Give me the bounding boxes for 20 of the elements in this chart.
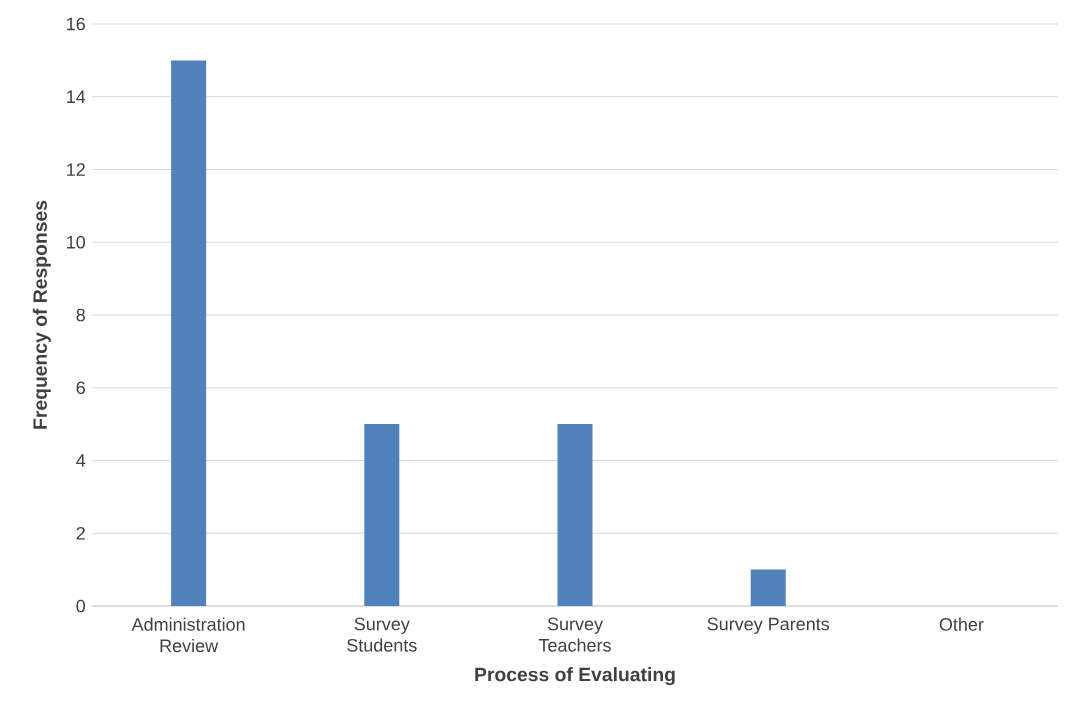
y-tick-label: 6 xyxy=(76,381,85,395)
x-tick-label: Survey Parents xyxy=(707,617,830,634)
x-tick-label: Other xyxy=(939,617,984,631)
y-axis-title: Frequency of Responses xyxy=(32,200,51,429)
y-tick-label: 0 xyxy=(76,599,86,613)
bar xyxy=(557,424,593,606)
y-tick-label: 10 xyxy=(67,235,86,249)
y-tick-label: 14 xyxy=(67,90,86,103)
y-tick-label: 2 xyxy=(76,526,85,540)
y-tick-label: 12 xyxy=(67,163,85,176)
bar xyxy=(364,424,400,606)
y-tick-label: 16 xyxy=(67,17,85,31)
x-axis-title: Process of Evaluating xyxy=(475,667,675,686)
x-tick-label: Survey Teachers xyxy=(538,617,611,652)
y-tick-label: 8 xyxy=(76,308,85,322)
bar xyxy=(171,60,207,606)
y-tick-label: 4 xyxy=(76,454,86,467)
x-tick-label: Administration Review xyxy=(131,617,245,653)
x-tick-label: Survey Students xyxy=(347,617,417,652)
bar xyxy=(750,569,786,606)
